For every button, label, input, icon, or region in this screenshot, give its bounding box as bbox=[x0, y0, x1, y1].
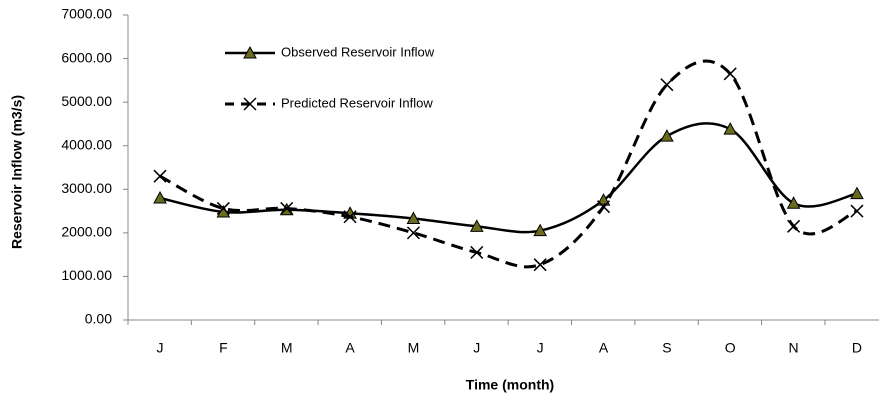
marker bbox=[406, 226, 420, 240]
x-tick-label: M bbox=[408, 340, 420, 356]
x-tick-label: D bbox=[852, 340, 862, 356]
y-tick-label: 4000.00 bbox=[61, 136, 112, 152]
x-tick-label: J bbox=[157, 340, 164, 356]
y-tick-label: 5000.00 bbox=[61, 93, 112, 109]
y-axis-title: Reservoir Inflow (m3/s) bbox=[9, 95, 25, 249]
marker bbox=[469, 219, 484, 232]
marker bbox=[280, 201, 294, 215]
legend-marker bbox=[243, 97, 257, 111]
legend-label: Observed Reservoir Inflow bbox=[281, 44, 435, 59]
x-axis-title: Time (month) bbox=[466, 377, 554, 393]
legend-marker bbox=[243, 45, 257, 59]
marker bbox=[723, 67, 737, 81]
y-tick-label: 2000.00 bbox=[61, 224, 112, 240]
x-tick-label: F bbox=[219, 340, 228, 356]
marker bbox=[153, 190, 167, 204]
x-tick-label: M bbox=[281, 340, 293, 356]
y-tick-label: 1000.00 bbox=[61, 267, 112, 283]
x-tick-label: N bbox=[789, 340, 799, 356]
marker bbox=[216, 201, 230, 215]
x-tick-label: O bbox=[725, 340, 736, 356]
marker bbox=[850, 186, 864, 200]
marker bbox=[850, 204, 864, 218]
x-tick-label: J bbox=[473, 340, 480, 356]
marker bbox=[723, 122, 738, 135]
marker bbox=[343, 210, 357, 224]
x-tick-label: S bbox=[662, 340, 671, 356]
y-tick-label: 3000.00 bbox=[61, 180, 112, 196]
marker bbox=[533, 258, 547, 272]
y-tick-label: 0.00 bbox=[85, 311, 112, 327]
series-line bbox=[159, 122, 858, 234]
x-tick-label: A bbox=[345, 340, 355, 356]
y-tick-label: 7000.00 bbox=[61, 6, 112, 22]
x-tick-label: A bbox=[599, 340, 609, 356]
marker bbox=[660, 129, 674, 142]
x-tick-label: J bbox=[537, 340, 544, 356]
marker bbox=[533, 223, 548, 237]
marker bbox=[470, 245, 484, 259]
marker bbox=[596, 200, 611, 214]
series-line bbox=[159, 59, 858, 269]
marker bbox=[660, 78, 674, 92]
marker bbox=[787, 219, 801, 233]
marker bbox=[406, 211, 421, 224]
marker bbox=[786, 196, 801, 209]
y-tick-label: 6000.00 bbox=[61, 49, 112, 65]
marker bbox=[153, 169, 167, 183]
legend-label: Predicted Reservoir Inflow bbox=[281, 95, 433, 110]
